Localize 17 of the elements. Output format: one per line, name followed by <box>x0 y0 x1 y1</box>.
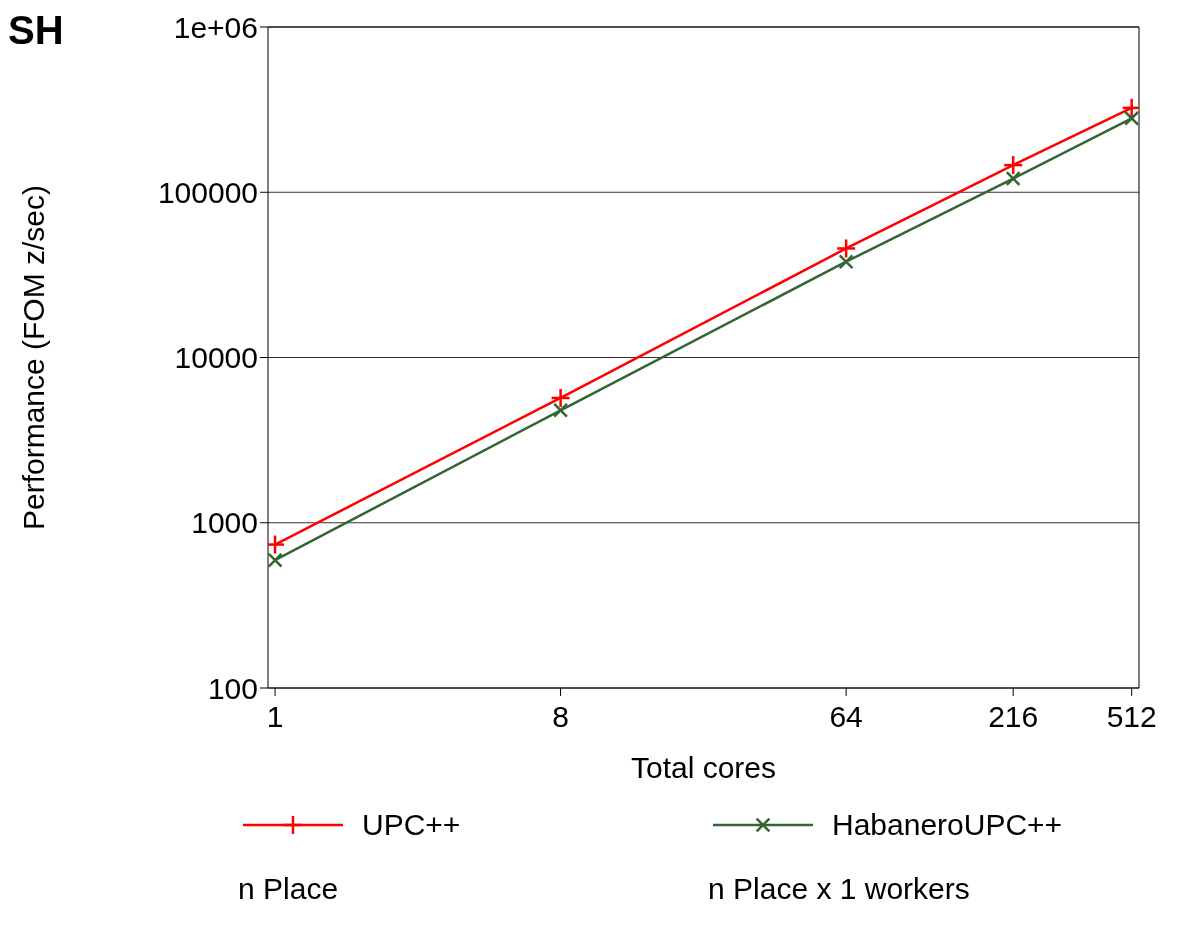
y-axis-title: Performance (FOM z/sec) <box>16 184 50 531</box>
text: n Place x 1 workers <box>708 872 971 906</box>
x-tick-label: 512 <box>1106 700 1157 734</box>
y-tick-label: 1000 <box>191 506 258 540</box>
y-tick-label: 10000 <box>174 341 258 375</box>
y-tick-label: 100000 <box>157 175 258 209</box>
legend-label: UPC++ <box>362 808 461 842</box>
x-tick-label: 1 <box>266 700 284 734</box>
legend-label: HabaneroUPC++ <box>832 808 1063 842</box>
x-tick-label: 8 <box>552 700 569 734</box>
y-tick-label: 100 <box>207 671 258 705</box>
y-tick-label: 1e+06 <box>173 10 258 44</box>
x-tick-label: 216 <box>988 700 1039 734</box>
text: n Place <box>238 872 340 906</box>
x-tick-label: 64 <box>829 700 863 734</box>
x-axis-title: Total cores <box>630 751 777 784</box>
chart-title: SH <box>8 8 64 53</box>
